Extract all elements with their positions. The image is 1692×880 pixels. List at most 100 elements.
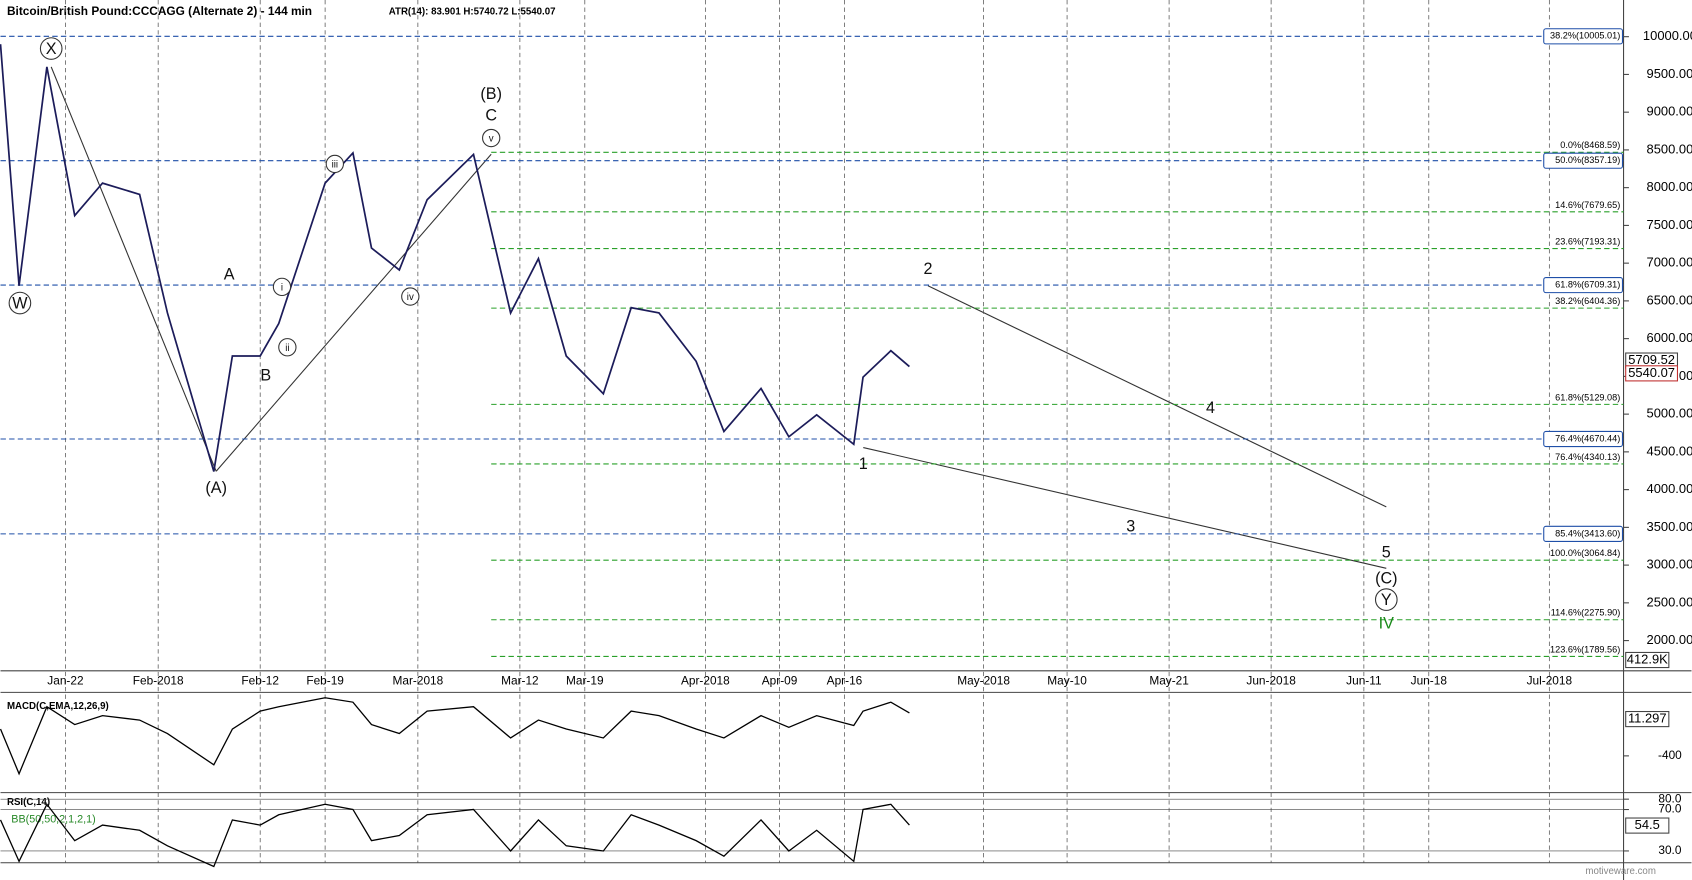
wave-circle: [39, 37, 63, 60]
fib-label: 23.6%(7193.31): [1555, 237, 1620, 247]
x-tick-label: Apr-16: [827, 674, 863, 688]
wave-label: W: [12, 294, 28, 312]
y-tick-label: 4500.00: [1647, 443, 1692, 458]
fib-label-box: [1543, 525, 1624, 542]
y-tick-label: 3000.00: [1647, 557, 1692, 572]
wave-circle: [278, 338, 297, 357]
fib-label-box: [1543, 28, 1624, 45]
chart-title: Bitcoin/British Pound:CCCAGG (Alternate …: [7, 4, 312, 18]
wave-line: [927, 285, 1387, 508]
y-tick-label: 70.0: [1658, 802, 1681, 816]
y-tick-label: 6000.00: [1647, 330, 1692, 345]
x-tick-label: Feb-12: [241, 674, 279, 688]
x-tick-label: Apr-2018: [681, 674, 730, 688]
watermark: motiveware.com: [1585, 866, 1656, 877]
last-value-label: 5540.07: [1628, 365, 1675, 380]
wave-label: Y: [1381, 591, 1392, 609]
y-tick-label: 30.0: [1658, 843, 1681, 857]
rsi-subtitle: BB(50,50,2,1,2,1): [11, 813, 95, 825]
fib-label: 76.4%(4340.13): [1555, 452, 1620, 462]
wave-label: (A): [205, 479, 227, 497]
y-tick-label: 7000.00: [1647, 255, 1692, 270]
wave-circle: [8, 291, 32, 315]
chart-subtitle: ATR(14): 83.901 H:5740.72 L:5540.07: [389, 6, 556, 17]
wave-label: C: [485, 107, 497, 125]
y-tick-label: 7500.00: [1647, 217, 1692, 232]
y-tick-label: 5000.00: [1647, 406, 1692, 421]
fib-label-box: [1543, 277, 1624, 294]
wave-label: (B): [480, 85, 502, 103]
wave-label: v: [489, 134, 494, 145]
x-tick-label: Mar-19: [566, 674, 604, 688]
x-tick-label: Feb-2018: [133, 674, 184, 688]
fib-label: 61.8%(5129.08): [1555, 392, 1620, 402]
wave-label: 3: [1126, 518, 1135, 536]
wave-label: i: [281, 283, 283, 294]
wave-label: iii: [332, 160, 338, 171]
x-tick-label: May-2018: [957, 674, 1010, 688]
x-tick-label: May-21: [1149, 674, 1189, 688]
volume-label: 412.9K: [1627, 651, 1668, 666]
wave-label: 1: [859, 455, 868, 473]
fib-label-box: [1543, 152, 1624, 169]
x-tick-label: Mar-12: [501, 674, 539, 688]
fib-label: 100.0%(3064.84): [1550, 548, 1620, 558]
x-tick-label: Feb-19: [306, 674, 344, 688]
y-tick-label: 3500.00: [1647, 519, 1692, 534]
fib-label: 14.6%(7679.65): [1555, 200, 1620, 210]
series-line: [0, 803, 910, 868]
x-tick-label: Mar-2018: [392, 674, 443, 688]
x-tick-label: Jan-22: [47, 674, 83, 688]
x-tick-label: May-10: [1047, 674, 1087, 688]
fib-label: 50.0%(8357.19): [1555, 155, 1620, 165]
x-tick-label: Jun-2018: [1246, 674, 1296, 688]
wave-label: 5: [1382, 544, 1391, 562]
y-tick-label: 6500.00: [1647, 292, 1692, 307]
wave-label: X: [46, 40, 57, 58]
fib-label-box: [1543, 430, 1624, 448]
y-tick-label: 9500.00: [1647, 66, 1692, 81]
fib-label: 38.2%(6404.36): [1555, 296, 1620, 306]
y-tick-label: 9000.00: [1647, 104, 1692, 119]
wave-line: [215, 153, 492, 472]
macd-title: MACD(C,EMA,12,26,9): [7, 701, 109, 712]
y-tick-label: 80.0: [1658, 791, 1681, 805]
rsi-title: RSI(C,14): [7, 797, 50, 808]
fib-label: 38.2%(10005.01): [1550, 31, 1620, 41]
last-value-label: 5709.52: [1628, 352, 1675, 367]
last-value-box: [1625, 817, 1670, 834]
wave-label: IV: [1379, 615, 1394, 633]
last-value-box: [1625, 365, 1679, 382]
wave-label: B: [260, 367, 271, 385]
x-tick-label: Apr-09: [762, 674, 798, 688]
fib-label: 0.0%(8468.59): [1560, 140, 1620, 150]
wave-label: ii: [285, 343, 289, 354]
fib-label: 61.8%(6709.31): [1555, 280, 1620, 290]
y-tick-label: 8500.00: [1647, 141, 1692, 156]
wave-label: 4: [1206, 399, 1215, 417]
volume-box: [1625, 651, 1670, 669]
wave-circle: [401, 287, 420, 306]
y-tick-label: 2000.00: [1647, 632, 1692, 647]
last-value-box: [1625, 710, 1670, 728]
last-value-label: 54.5: [1635, 817, 1660, 832]
wave-line: [50, 66, 217, 472]
wave-circle: [1374, 588, 1398, 611]
y-tick-label: 10000.00: [1643, 28, 1692, 43]
y-tick-label: 8000.00: [1647, 179, 1692, 194]
wave-circle: [482, 128, 501, 148]
fib-label: 76.4%(4670.44): [1555, 433, 1620, 443]
y-tick-label: 2500.00: [1647, 594, 1692, 609]
x-tick-label: Jun-18: [1411, 674, 1448, 688]
fib-label: 85.4%(3413.60): [1555, 528, 1620, 538]
x-tick-label: Jun-11: [1346, 674, 1382, 688]
series-line: [0, 697, 910, 776]
wave-circle: [272, 277, 292, 297]
x-tick-label: Jul-2018: [1527, 674, 1573, 688]
wave-line: [863, 447, 1387, 569]
fib-label: 114.6%(2275.90): [1551, 608, 1621, 618]
wave-circle: [325, 154, 344, 174]
